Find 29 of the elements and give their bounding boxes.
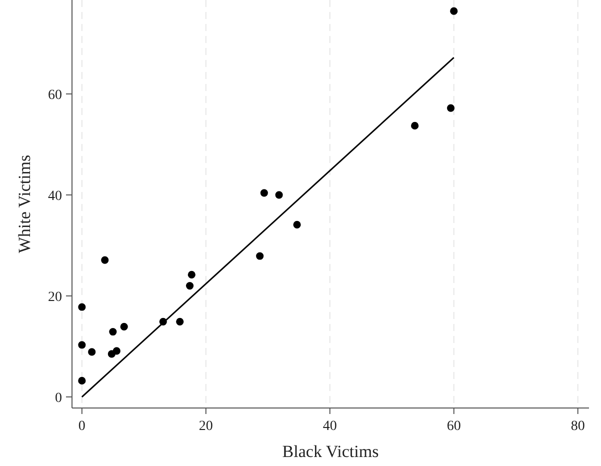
point bbox=[88, 348, 96, 356]
x-tick-label: 40 bbox=[322, 419, 337, 434]
y-tick-label: 20 bbox=[48, 290, 62, 305]
point bbox=[78, 341, 86, 349]
point bbox=[275, 191, 283, 199]
point bbox=[109, 328, 117, 336]
point bbox=[112, 347, 120, 355]
point bbox=[78, 303, 86, 311]
point bbox=[120, 322, 128, 331]
point bbox=[186, 282, 194, 290]
x-tick-label: 60 bbox=[446, 419, 461, 434]
x-tick-label: 80 bbox=[570, 419, 585, 434]
x-tick-label: 0 bbox=[78, 419, 86, 434]
x-axis-title: Black Victims bbox=[282, 442, 379, 461]
y-tick-label: 0 bbox=[55, 390, 62, 406]
y-axis-title: White Victims bbox=[15, 154, 34, 254]
point bbox=[450, 7, 458, 15]
x-tick-label: 20 bbox=[198, 419, 213, 434]
point bbox=[411, 122, 419, 130]
y-tick-label: 60 bbox=[48, 88, 62, 103]
point bbox=[256, 252, 264, 260]
point bbox=[176, 318, 184, 326]
point bbox=[188, 270, 196, 278]
point bbox=[446, 104, 455, 112]
point bbox=[260, 189, 268, 197]
point bbox=[78, 376, 86, 385]
point bbox=[101, 256, 109, 264]
point bbox=[293, 220, 301, 229]
y-tick-label: 40 bbox=[48, 188, 62, 204]
